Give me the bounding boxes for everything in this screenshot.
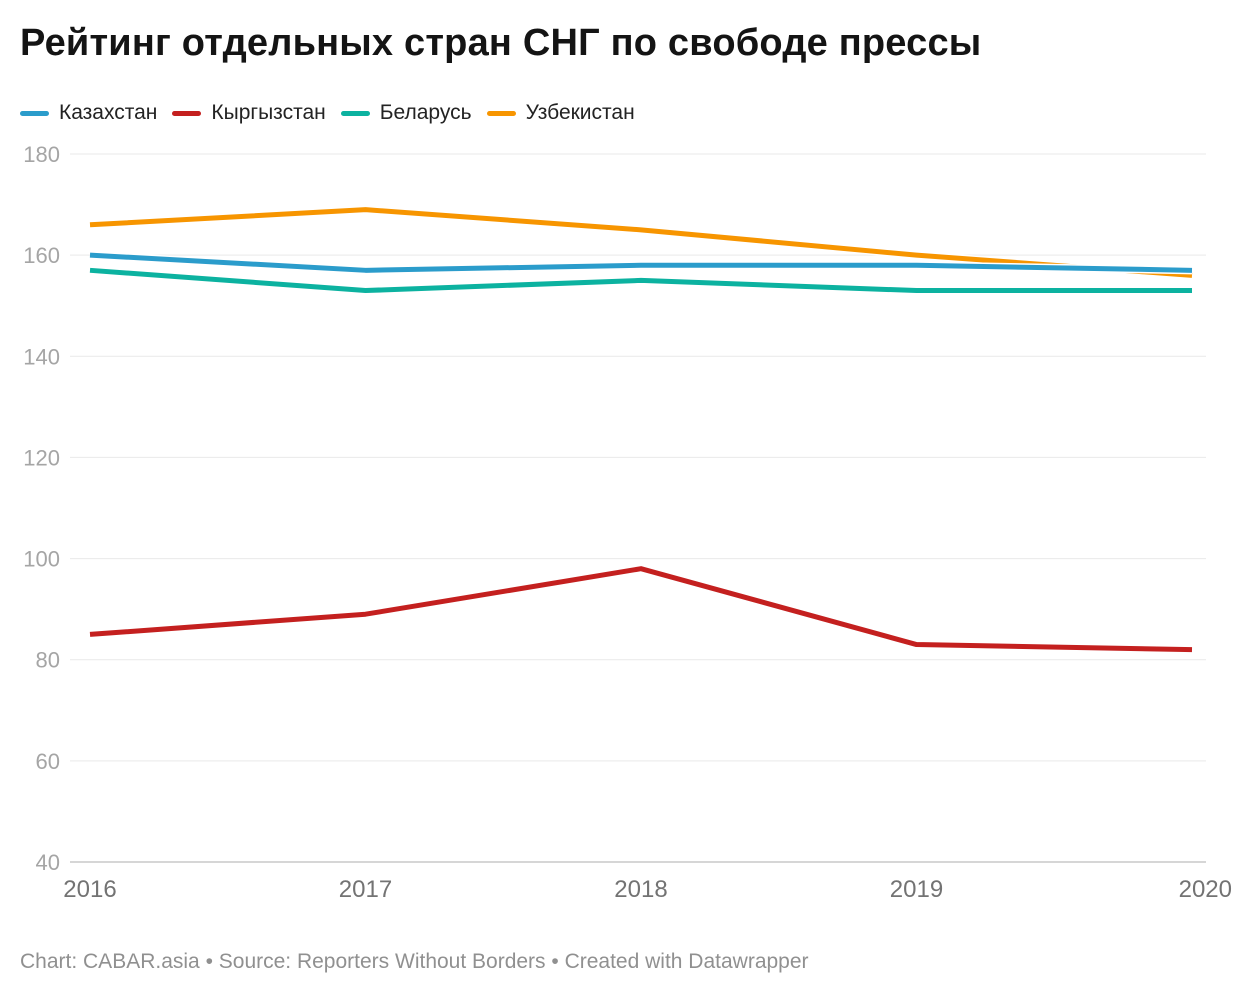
legend-label: Узбекистан — [525, 101, 635, 124]
legend-item-4: Узбекистан — [486, 101, 635, 125]
legend-item-1: Казахстан — [20, 101, 157, 125]
y-tick-label-140: 140 — [23, 344, 60, 369]
legend-swatch-icon — [340, 110, 370, 116]
series-line-Кыргызстан — [89, 566, 1193, 653]
chart-title: Рейтинг отдельных стран СНГ по свободе п… — [20, 22, 982, 64]
y-tick-label-160: 160 — [23, 243, 60, 268]
legend-label: Кыргызстан — [211, 101, 326, 124]
chart-footer: Chart: CABAR.asia • Source: Reporters Wi… — [20, 950, 809, 973]
series-casing-Кыргызстан — [89, 564, 1193, 654]
x-tick-label-2020: 2020 — [1179, 876, 1232, 903]
legend: Казахстан Кыргызстан Беларусь Узбекистан — [20, 101, 635, 125]
legend-label: Беларусь — [379, 101, 472, 124]
y-tick-label-100: 100 — [23, 547, 60, 572]
legend-label: Казахстан — [59, 101, 158, 124]
x-tick-label-2018: 2018 — [614, 876, 667, 903]
legend-swatch-icon — [172, 110, 202, 116]
legend-swatch-icon — [486, 110, 516, 116]
legend-item-3: Беларусь — [340, 101, 472, 125]
x-tick-label-2016: 2016 — [63, 876, 116, 903]
y-tick-label-80: 80 — [36, 648, 60, 673]
x-tick-label-2017: 2017 — [339, 876, 392, 903]
x-tick-label-2019: 2019 — [890, 876, 943, 903]
legend-item-2: Кыргызстан — [172, 101, 326, 125]
series-line-Казахстан — [89, 252, 1193, 273]
series-line-Узбекистан — [89, 207, 1193, 278]
legend-swatch-icon — [20, 110, 49, 116]
y-tick-label-120: 120 — [23, 445, 60, 470]
y-tick-label-60: 60 — [36, 749, 60, 774]
series-line-Беларусь — [89, 267, 1192, 294]
y-tick-label-40: 40 — [36, 850, 60, 875]
y-tick-label-180: 180 — [23, 142, 60, 167]
